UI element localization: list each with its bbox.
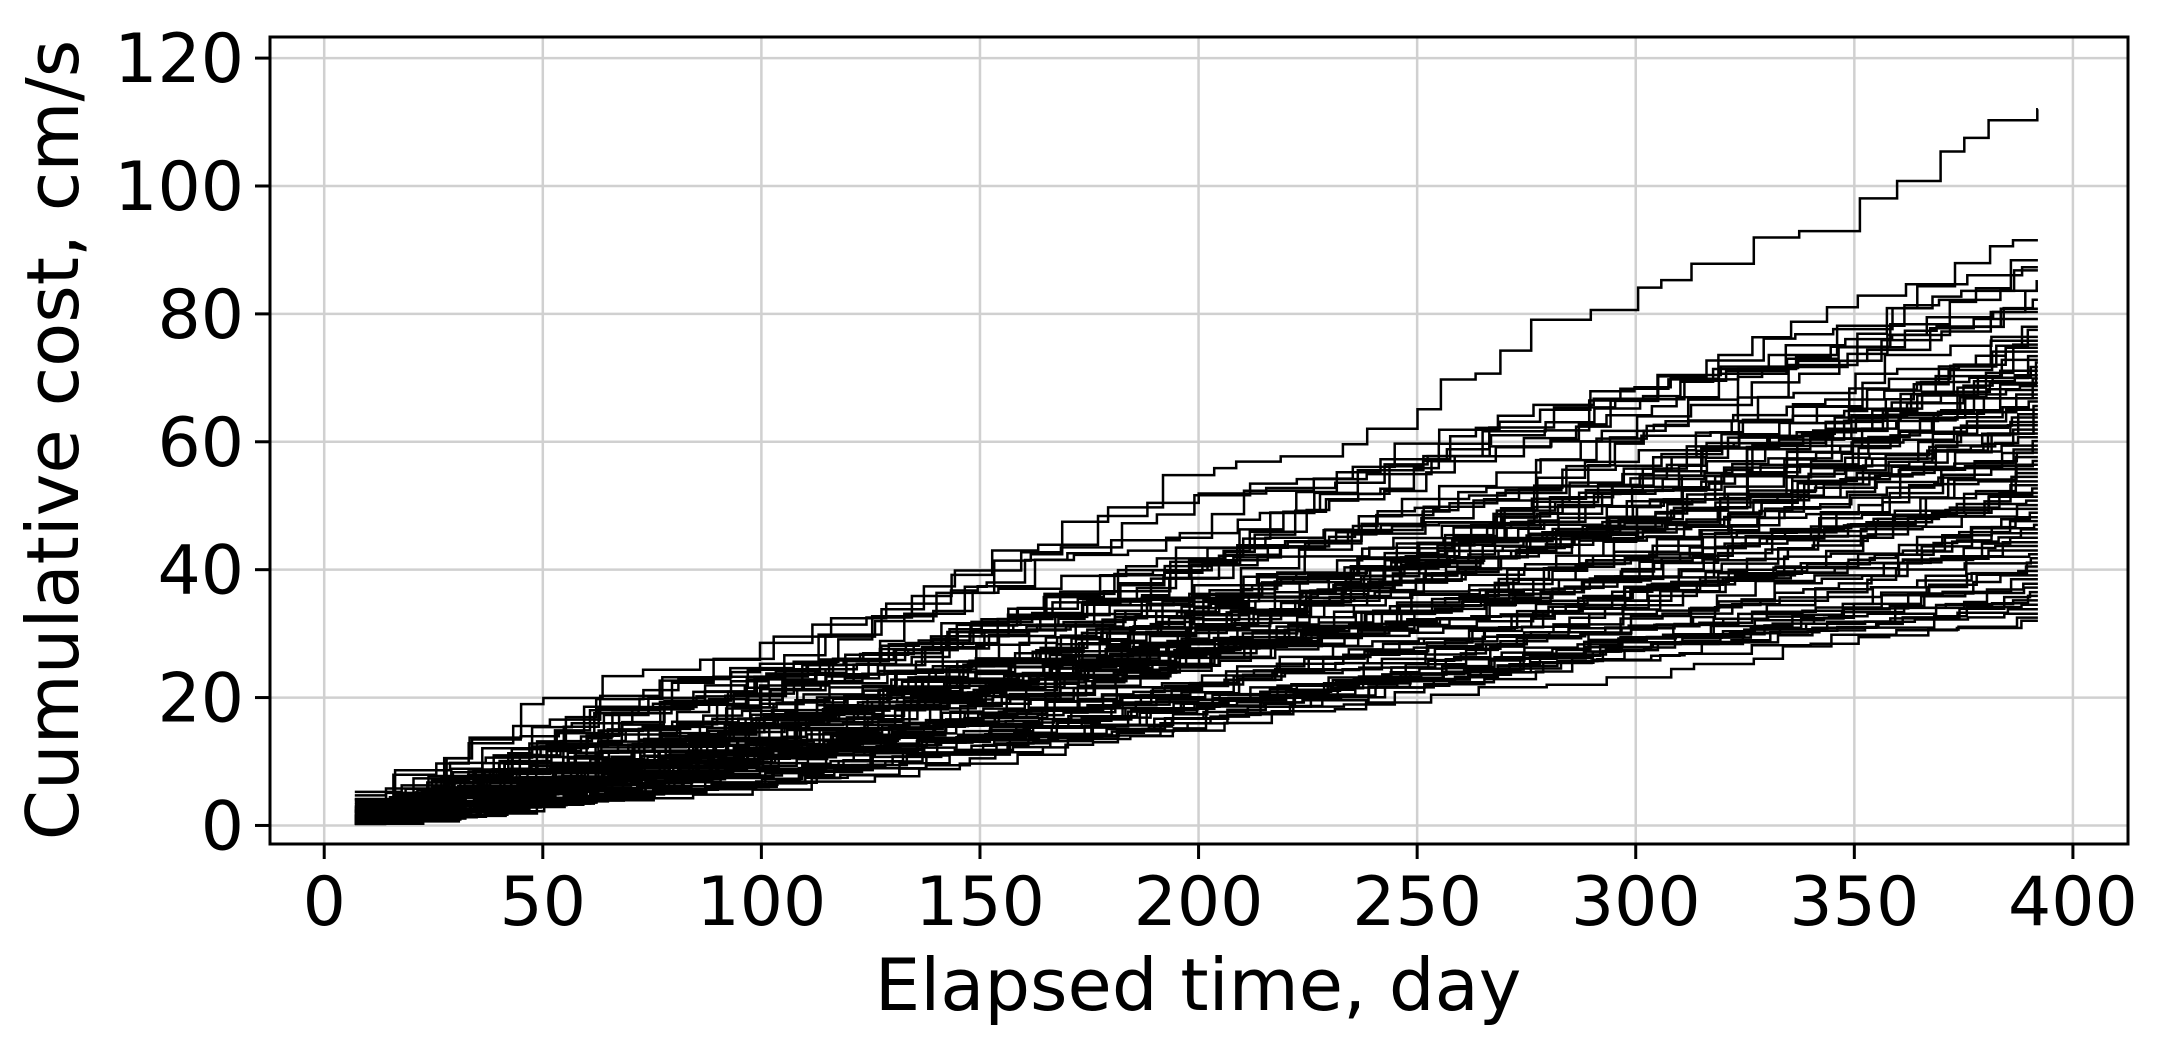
cost-trajectory — [354, 612, 2038, 822]
cost-trajectory — [354, 239, 2038, 815]
x-tick-label: 400 — [2008, 863, 2138, 942]
y-tick-label: 100 — [114, 148, 244, 227]
cost-trajectory — [354, 608, 2038, 813]
cost-trajectory — [354, 384, 2038, 809]
x-tick-label: 200 — [1134, 863, 1264, 942]
cost-trajectory — [354, 310, 2038, 821]
cost-trajectory — [354, 603, 2038, 822]
cost-trajectory — [354, 346, 2038, 811]
y-axis-label: Cumulative cost, cm/s — [11, 40, 95, 840]
cost-trajectory — [354, 423, 2038, 801]
cost-trajectory — [354, 388, 2038, 813]
cost-trajectory — [354, 599, 2038, 819]
cost-trajectory — [354, 495, 2038, 818]
x-axis-label: Elapsed time, day — [875, 943, 1522, 1027]
cost-trajectory — [354, 586, 2038, 826]
y-tick-label: 120 — [114, 20, 244, 99]
y-tick-label: 80 — [157, 276, 244, 355]
y-tick-label: 0 — [201, 787, 244, 866]
y-tick-label: 60 — [157, 404, 244, 483]
cost-trajectory — [354, 108, 2039, 801]
cost-trajectory — [354, 503, 2038, 824]
cost-trajectory — [354, 619, 2038, 820]
x-tick-label: 0 — [303, 863, 346, 942]
y-tick-label: 20 — [157, 660, 244, 739]
cost-trajectory — [354, 289, 2038, 821]
x-tick-label: 250 — [1352, 863, 1482, 942]
x-tick-label: 150 — [915, 863, 1045, 942]
x-tick-label: 350 — [1789, 863, 1919, 942]
tick-labels: 0 50 100 150 200 250 300 350 400 0 20 40 60 80 100 120 — [114, 20, 2138, 942]
cost-trajectory — [354, 528, 2038, 806]
x-tick-label: 50 — [500, 863, 587, 942]
x-tick-label: 100 — [696, 863, 826, 942]
cost-trajectory — [354, 544, 2038, 818]
axis-ticks — [255, 56, 2075, 859]
cost-trajectory — [354, 480, 2038, 823]
y-tick-label: 40 — [157, 532, 244, 611]
cost-trajectory — [354, 317, 2038, 794]
x-tick-label: 300 — [1571, 863, 1701, 942]
cost-trajectory — [354, 491, 2038, 818]
cost-trajectory — [354, 536, 2038, 822]
cost-trajectories — [354, 108, 2039, 826]
